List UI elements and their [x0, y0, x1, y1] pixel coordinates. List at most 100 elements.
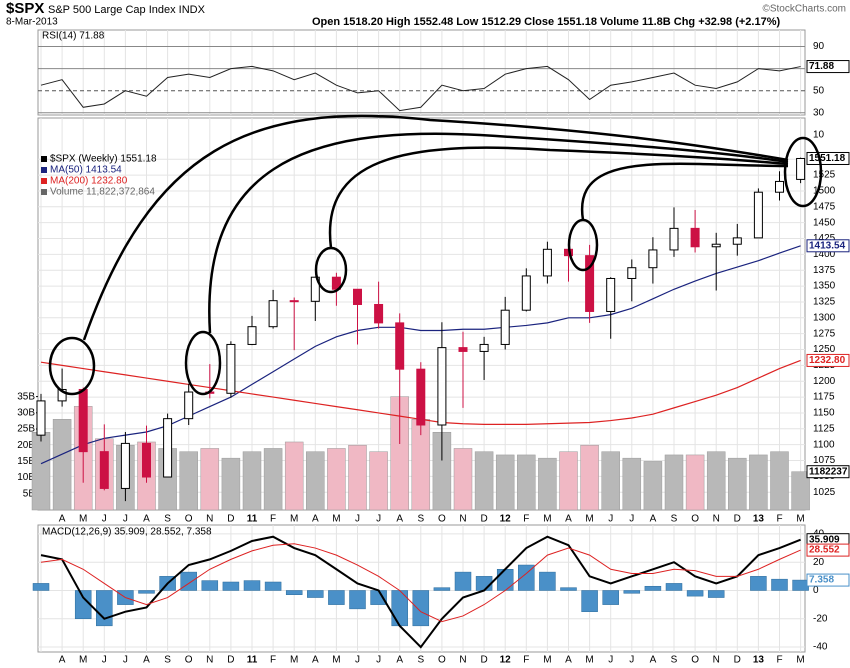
- volume-bar: [770, 451, 789, 511]
- candle-body: [648, 249, 658, 269]
- legend-label: Volume 11,822,372,864: [50, 187, 155, 198]
- y-tick-label: 1025: [813, 487, 836, 498]
- volume-bar: [52, 419, 72, 511]
- candle-body: [163, 418, 173, 478]
- volume-bar: [559, 451, 578, 511]
- value-box-label: 71.88: [809, 61, 834, 72]
- x-tick-label: A: [565, 655, 572, 666]
- volume-bar: [474, 451, 494, 511]
- volume-bar: [728, 457, 747, 511]
- x-tick-label: F: [776, 514, 782, 525]
- candle-body: [669, 227, 679, 251]
- value-box-label: 1413.54: [809, 240, 846, 251]
- value-box-bg: [806, 239, 850, 253]
- x-tick-label: A: [59, 514, 66, 525]
- macd-hist: [96, 590, 113, 627]
- volume-bar: [179, 451, 198, 511]
- y-tick-label: 1375: [813, 265, 836, 276]
- candle-body: [796, 157, 806, 180]
- macd-hist: [370, 590, 387, 605]
- macd-hist: [74, 590, 92, 620]
- candle-body: [458, 347, 468, 352]
- volume-bar: [453, 448, 473, 511]
- macd-hist: [686, 590, 704, 597]
- marks: 1030507090RSI(14) 71.8871.88102510501075…: [17, 30, 850, 666]
- x-tick-label: J: [376, 514, 381, 525]
- macd-hist: [518, 564, 535, 591]
- legend-swatch: [41, 189, 47, 195]
- macd-hist: [560, 587, 577, 591]
- candle-body: [99, 451, 109, 489]
- candle-body: [226, 343, 236, 394]
- x-tick-label: 13: [753, 655, 765, 666]
- y2-tick-label: 15B: [17, 456, 35, 467]
- x-tick-label: J: [123, 655, 128, 666]
- x-tick-label: M: [796, 514, 804, 525]
- y-tick-label: 50: [813, 85, 825, 96]
- panel-label: RSI(14) 71.88: [42, 31, 105, 42]
- x-tick-label: A: [650, 655, 657, 666]
- volume-bar: [200, 448, 220, 511]
- arc: [328, 146, 789, 249]
- macd-hist: [454, 571, 472, 591]
- y-tick-label: -40: [813, 642, 828, 653]
- y-tick-label: 90: [813, 41, 825, 52]
- macd-hist: [349, 590, 366, 610]
- x-tick-label: J: [102, 655, 107, 666]
- x-tick-label: O: [691, 655, 699, 666]
- volume-bar: [242, 451, 262, 511]
- macd-hist: [222, 581, 240, 591]
- legend-label: MA(200) 1232.80: [50, 176, 128, 187]
- x-tick-label: M: [543, 655, 551, 666]
- y-tick-label: 1125: [813, 423, 835, 434]
- arc: [580, 162, 789, 221]
- macd-hist: [264, 581, 282, 591]
- x-tick-label: A: [312, 514, 319, 525]
- x-tick-label: J: [608, 655, 613, 666]
- candle-body: [374, 303, 384, 324]
- x-tick-label: N: [459, 655, 466, 666]
- macd-hist: [243, 580, 261, 591]
- x-tick-label: M: [543, 514, 551, 525]
- value-box: 1182237: [806, 465, 850, 479]
- value-box: 1413.54: [806, 239, 850, 253]
- y-tick-label: -20: [813, 613, 828, 624]
- volume-bar: [791, 471, 810, 511]
- x-tick-label: A: [650, 514, 657, 525]
- x-tick-label: N: [459, 514, 466, 525]
- x-tick-label: M: [79, 514, 87, 525]
- x-tick-label: D: [734, 655, 741, 666]
- volume-bar: [706, 451, 726, 511]
- x-tick-label: A: [312, 655, 319, 666]
- symbol: $SPX: [6, 0, 44, 17]
- macd-hist: [201, 580, 219, 591]
- macd-hist: [792, 579, 809, 591]
- candle-body: [57, 388, 67, 402]
- volume-bar: [622, 457, 642, 511]
- candle-body: [542, 248, 552, 277]
- candle-body: [310, 276, 320, 302]
- x-tick-label: N: [713, 655, 720, 666]
- macd-hist: [707, 590, 725, 598]
- candle-body: [120, 442, 130, 489]
- y-tick-label: 1100: [813, 439, 835, 450]
- volume-bar: [306, 451, 325, 511]
- x-tick-label: S: [164, 655, 171, 666]
- x-tick-label: S: [671, 655, 678, 666]
- y-tick-label: 1525: [813, 170, 836, 181]
- macd-hist: [750, 576, 767, 591]
- value-box-bg: [806, 543, 850, 557]
- x-tick-label: O: [185, 514, 193, 525]
- value-box-label: 28.552: [809, 545, 840, 556]
- legend-swatch: [41, 156, 47, 162]
- value-box-label: 35.909: [809, 534, 840, 545]
- y-tick-label: 1150: [813, 408, 835, 419]
- x-tick-label: F: [270, 514, 276, 525]
- macd-hist: [602, 590, 619, 605]
- y-tick-label: 1500: [813, 186, 836, 197]
- x-tick-label: A: [143, 514, 150, 525]
- x-tick-label: F: [523, 655, 529, 666]
- y-tick-label: 1300: [813, 312, 836, 323]
- y-tick-label: 1175: [813, 392, 835, 403]
- legend-swatch: [41, 178, 47, 184]
